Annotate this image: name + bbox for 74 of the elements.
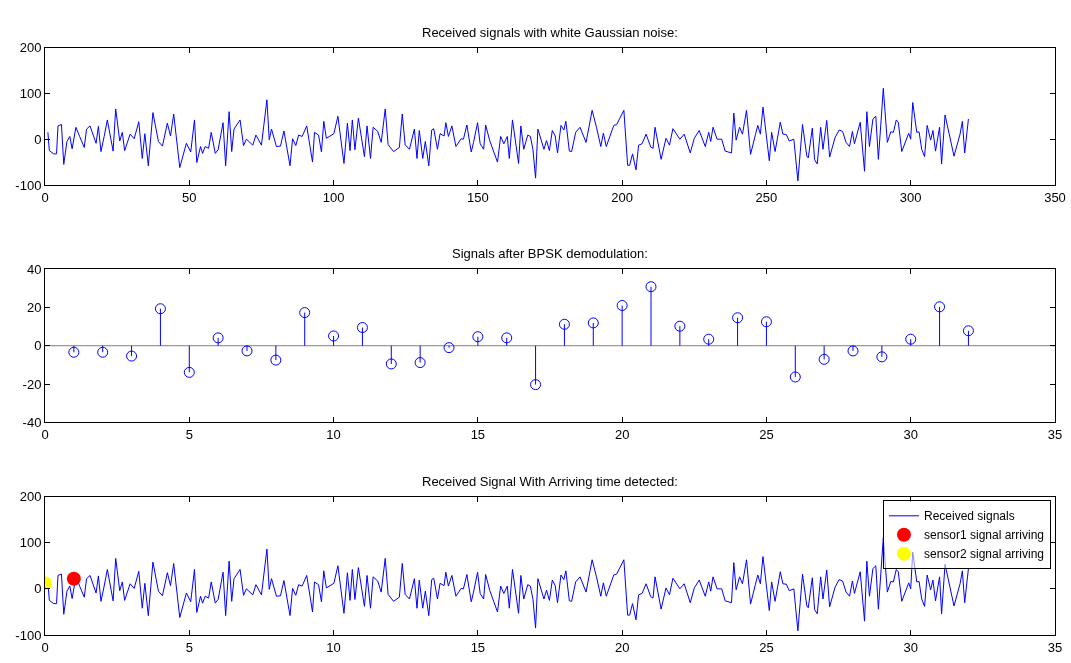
point [587, 317, 599, 329]
point [674, 320, 686, 332]
x-tick-label: 35 [1047, 426, 1063, 442]
y-tick-label: 0 [34, 581, 42, 597]
x-tick-label: 10 [326, 426, 341, 442]
x-tick-label: 5 [185, 426, 193, 442]
x-tick-label: 200 [611, 189, 633, 205]
line-series [47, 87, 969, 182]
point [97, 346, 109, 358]
x-tick-label: 20 [614, 639, 630, 655]
point [760, 316, 772, 328]
point [645, 281, 657, 293]
y-tick-label: 40 [26, 261, 42, 277]
x-tick-label: 250 [755, 189, 778, 205]
x-tick-label: 25 [759, 639, 774, 655]
x-tick-label: 50 [182, 189, 197, 205]
y-tick-label: -100 [15, 177, 42, 193]
y-tick-label: 200 [19, 489, 42, 505]
point [847, 345, 859, 357]
point [270, 354, 282, 366]
legend-label: sensor1 signal arriving [923, 528, 1045, 543]
point [616, 299, 628, 311]
point [126, 350, 138, 362]
point [818, 353, 830, 365]
point [905, 333, 917, 345]
point [876, 351, 888, 363]
point [732, 312, 744, 324]
point [241, 345, 253, 357]
y-tick-label: 0 [34, 131, 42, 147]
x-tick-label: 350 [1044, 189, 1066, 205]
y-tick-label: 20 [26, 299, 42, 315]
chart-title: Received signals with white Gaussian noise: [422, 25, 678, 40]
x-tick-label: 15 [470, 426, 486, 442]
point [472, 331, 484, 343]
point [789, 371, 801, 383]
point [558, 318, 570, 330]
x-tick-label: 30 [903, 426, 918, 442]
y-tick-label: -100 [15, 627, 42, 643]
point [212, 332, 224, 344]
line-series [47, 537, 969, 632]
y-tick-label: -40 [22, 414, 42, 430]
y-tick-label: 100 [19, 85, 42, 101]
point [68, 346, 80, 358]
point [414, 357, 426, 369]
y-tick-label: 0 [34, 338, 42, 354]
point [703, 333, 715, 345]
legend-label: Received signals [923, 509, 1015, 524]
chart-title: Received Signal With Arriving time detected: [422, 474, 678, 489]
legend-label: sensor2 signal arriving [923, 547, 1045, 562]
y-tick-label: -20 [22, 376, 42, 392]
point [530, 379, 542, 391]
point [501, 332, 513, 344]
x-tick-label: 5 [185, 639, 193, 655]
x-tick-label: 15 [470, 639, 486, 655]
y-tick-label: 100 [19, 535, 42, 551]
x-tick-label: 25 [759, 426, 774, 442]
x-tick-label: 100 [322, 189, 345, 205]
x-tick-label: 35 [1047, 639, 1063, 655]
x-tick-label: 30 [903, 639, 918, 655]
x-tick-label: 10 [326, 639, 341, 655]
point [385, 358, 397, 370]
x-tick-label: 150 [467, 189, 489, 205]
point [183, 366, 195, 378]
point [356, 322, 368, 334]
point [299, 307, 311, 319]
x-tick-label: 300 [899, 189, 922, 205]
chart-title: Signals after BPSK demodulation: [452, 246, 648, 261]
y-tick-label: 200 [19, 40, 42, 56]
x-tick-label: 20 [614, 426, 630, 442]
point [328, 330, 340, 342]
point [443, 342, 455, 354]
point [962, 325, 974, 337]
point [934, 301, 946, 313]
point [154, 303, 166, 315]
